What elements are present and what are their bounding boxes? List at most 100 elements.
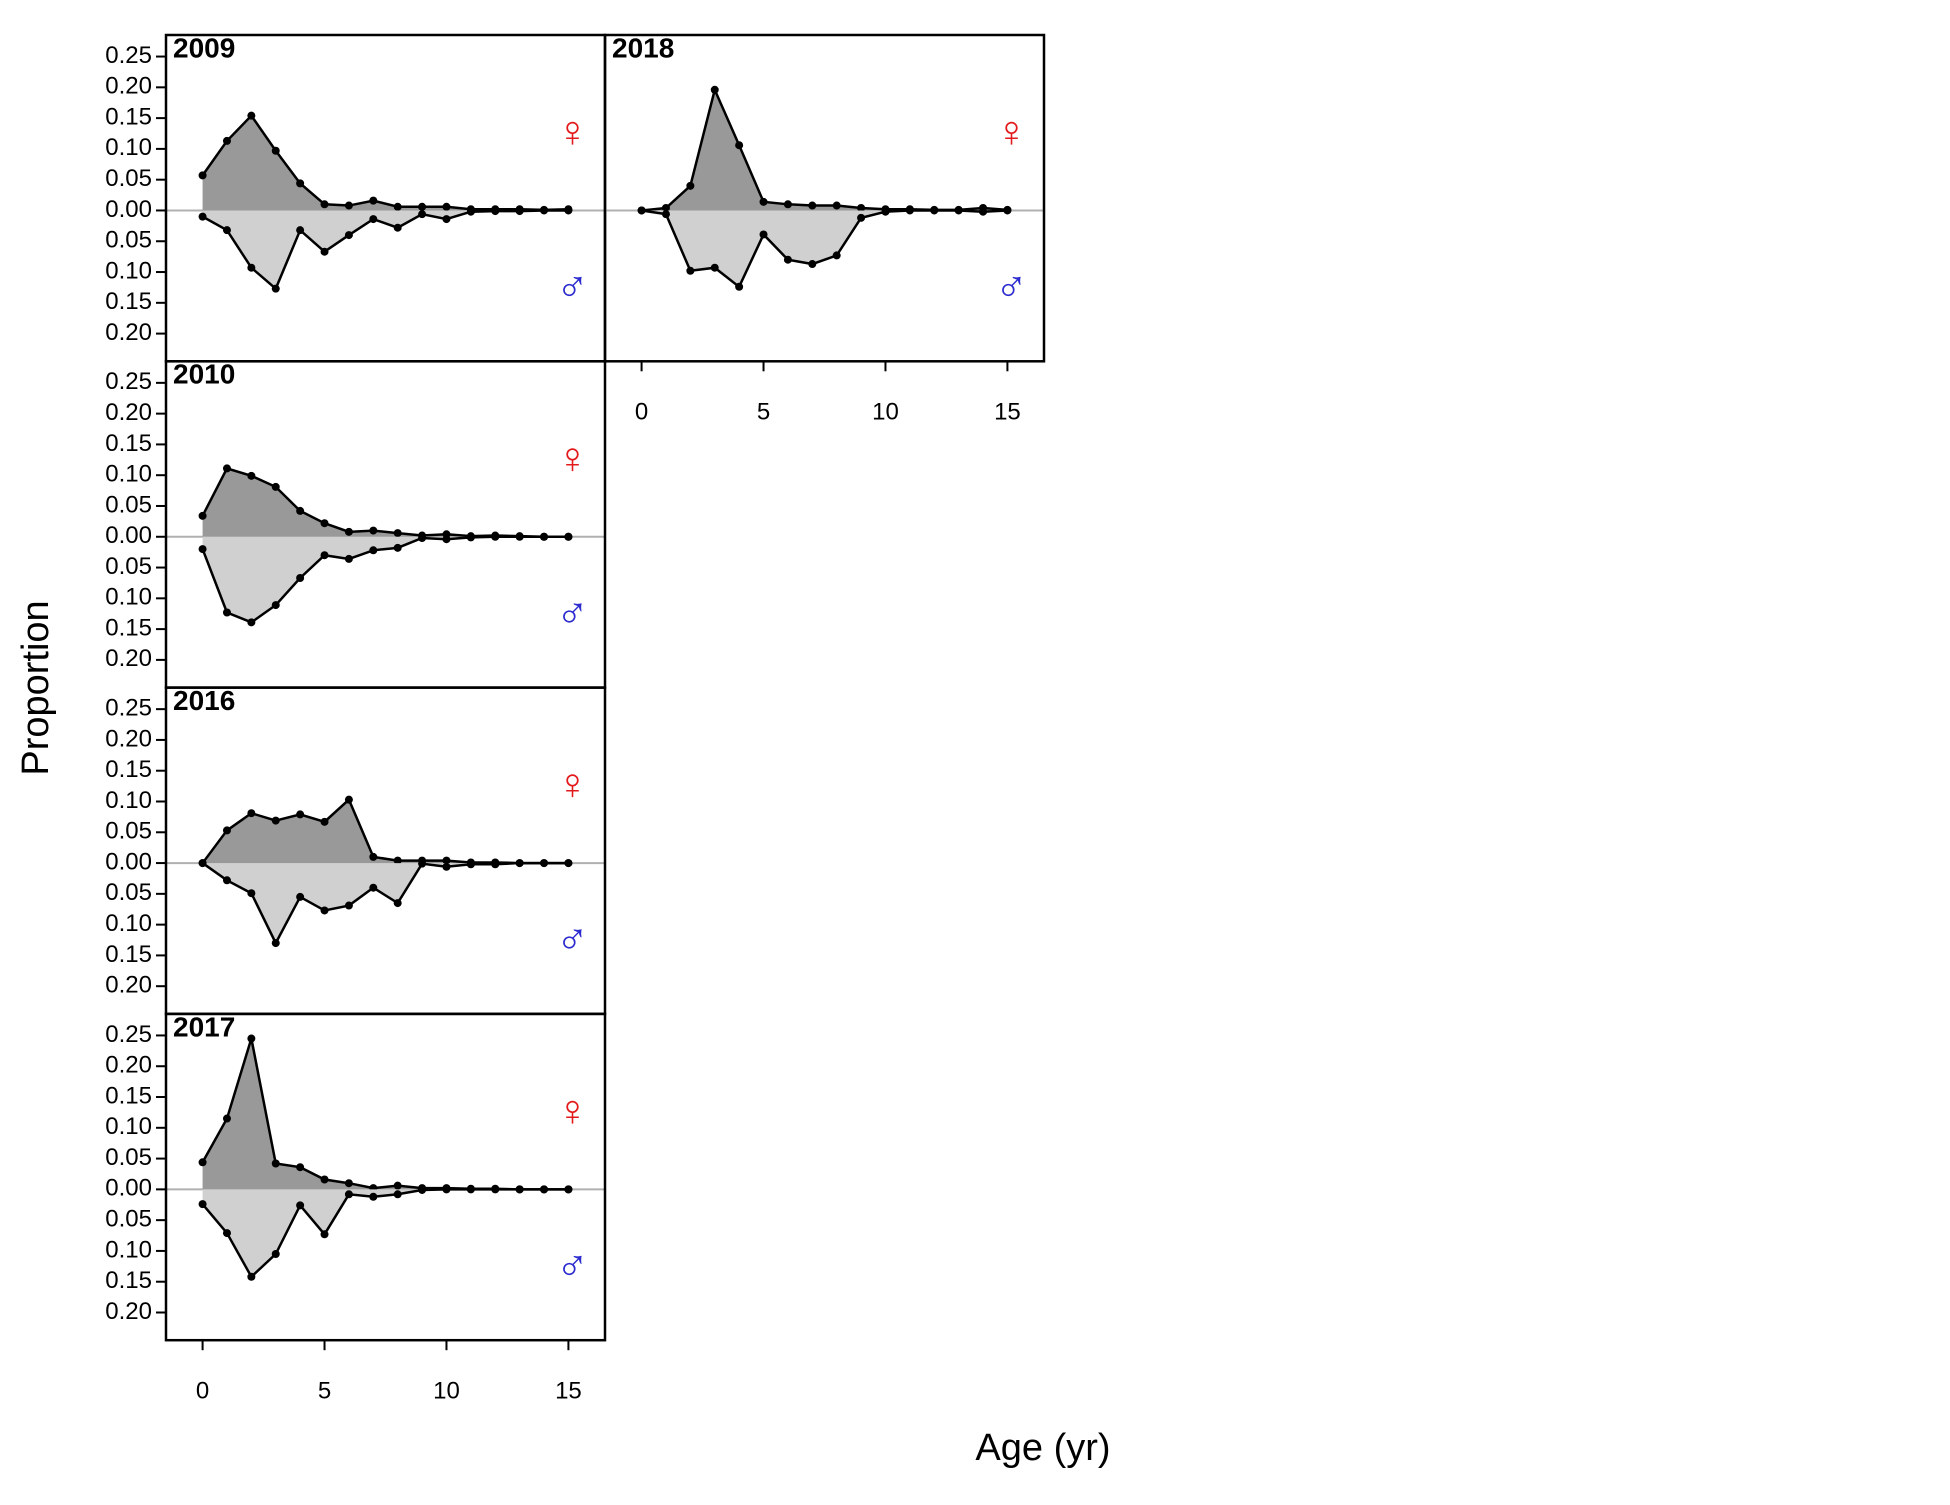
data-point [735,282,744,291]
y-tick-label: 0.20 [105,1052,152,1079]
data-point [1003,206,1012,215]
x-tick-label: 5 [757,399,770,426]
y-tick-label: 0.25 [105,694,152,721]
data-point [881,207,890,216]
data-point [222,826,231,835]
legend-symbol: ♀ [556,1087,589,1136]
data-point [247,618,256,627]
data-point [832,251,841,260]
data-point [247,1034,256,1043]
series-line [201,1188,569,1279]
data-point [491,860,500,869]
data-point [344,901,353,910]
data-point [271,601,280,610]
y-tick-label: 0.20 [105,972,152,999]
series-line [201,113,569,212]
legend-symbol: ♂ [556,263,589,312]
data-point [466,533,475,542]
data-point [320,247,329,256]
data-point [393,543,402,552]
data-point [344,1179,353,1188]
area-fill [202,1189,569,1277]
y-tick-label: 0.05 [105,165,152,192]
area-fill [202,115,569,211]
data-point [344,795,353,804]
data-point [515,532,524,541]
data-point [710,263,719,272]
data-point [222,1229,231,1238]
data-point [393,856,402,865]
data-point [491,207,500,216]
data-point [393,899,402,908]
data-point [442,215,451,224]
area-fill [202,468,569,537]
data-point [540,532,549,541]
data-point [540,1185,549,1194]
data-point [320,200,329,209]
data-point [222,464,231,473]
data-point [783,200,792,209]
x-tick-label: 15 [555,1378,582,1405]
data-point [637,206,646,215]
data-point [466,1185,475,1194]
y-tick-label: 0.20 [105,399,152,426]
data-point [808,201,817,210]
y-axis-label: Proportion [15,600,57,775]
panel-title: 2010 [173,359,235,390]
data-point [369,883,378,892]
data-point [369,526,378,535]
data-point [418,210,427,219]
data-point [271,1159,280,1168]
legend-symbol: ♂ [556,915,589,964]
y-tick-label: 0.15 [105,430,152,457]
y-tick-label: 0.05 [105,879,152,906]
data-point [857,213,866,222]
data-point [247,889,256,898]
data-point [393,1190,402,1199]
panel-title: 2017 [173,1011,235,1042]
y-tick-label: 0.15 [105,614,152,641]
data-point [418,1185,427,1194]
x-tick-label: 5 [318,1378,331,1405]
data-point [222,1114,231,1123]
y-tick-label: 0.05 [105,553,152,580]
data-point [442,535,451,544]
x-tick-label: 0 [635,399,648,426]
y-tick-label: 0.10 [105,257,152,284]
data-point [954,206,963,215]
panel-title: 2009 [173,32,235,63]
data-point [296,179,305,188]
y-tick-label: 0.20 [105,1298,152,1325]
data-point [442,856,451,865]
data-point [198,511,207,520]
y-tick-label: 0.20 [105,73,152,100]
data-point [320,551,329,560]
area-fill [641,210,1008,287]
data-point [418,533,427,542]
data-point [198,212,207,221]
data-point [393,202,402,211]
data-point [198,171,207,180]
area-fill [202,863,569,944]
data-point [344,231,353,240]
data-point [271,482,280,491]
data-point [418,859,427,868]
data-point [759,197,768,206]
data-point [564,1185,573,1194]
data-point [930,206,939,215]
data-point [540,859,549,868]
y-tick-label: 0.10 [105,910,152,937]
data-point [344,527,353,536]
y-tick-label: 0.00 [105,848,152,875]
data-point [344,1190,353,1199]
y-tick-label: 0.15 [105,941,152,968]
data-point [564,859,573,868]
data-point [491,1185,500,1194]
data-point [491,532,500,541]
x-axis-label: Age (yr) [975,1427,1110,1469]
data-point [515,1185,524,1194]
data-point [686,181,695,190]
x-tick-label: 15 [994,399,1021,426]
series-line [201,209,569,291]
series-line [201,535,569,624]
